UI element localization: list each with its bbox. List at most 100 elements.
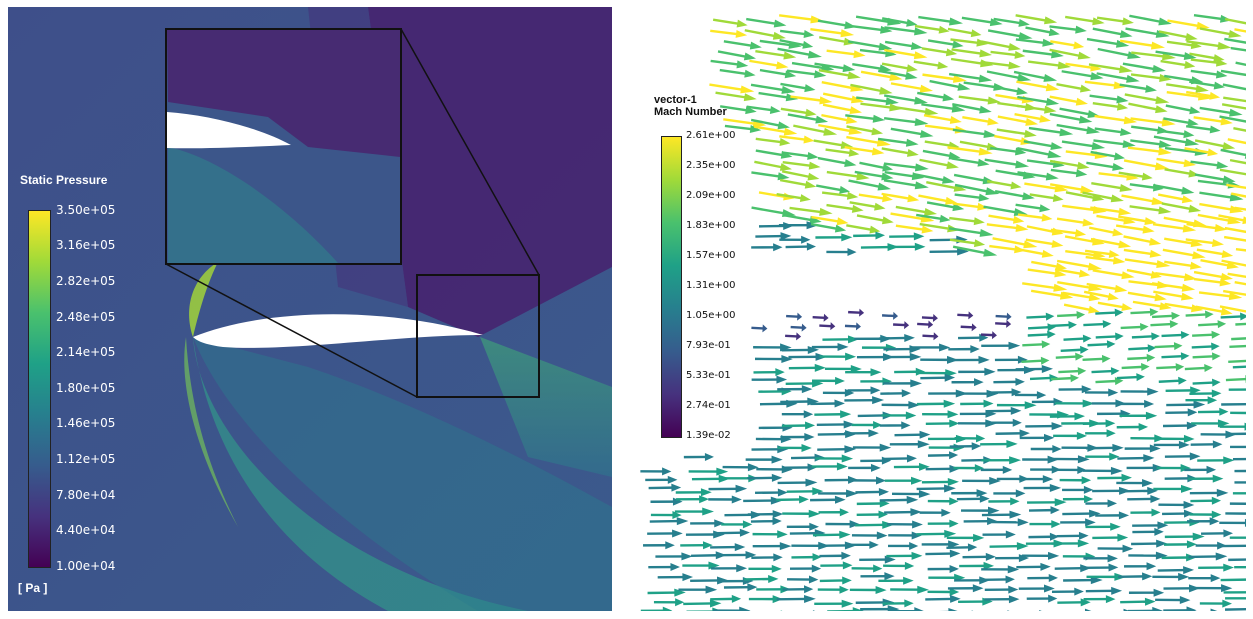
vector-arrow-head (1089, 509, 1101, 518)
vector-arrow-head (1183, 159, 1196, 168)
vector-arrow-shaft (1131, 51, 1165, 58)
vector-arrow-head (1040, 562, 1051, 571)
vector-arrow-shaft (1049, 48, 1081, 58)
vector-arrow-head (1075, 97, 1088, 106)
vector-arrow-shaft (922, 149, 952, 158)
vector-arrow-head (1211, 510, 1222, 519)
vector-arrow-head (1185, 32, 1198, 41)
vector-arrow-shaft (755, 149, 784, 157)
vector-arrow-head (662, 606, 673, 611)
vector-arrow-head (1080, 185, 1095, 194)
vector-arrow-head (1244, 152, 1246, 159)
vector-arrow-shaft (1017, 171, 1049, 179)
vector-arrow-head (803, 585, 814, 594)
vector-arrow-head (970, 345, 980, 354)
vector-arrow-shaft (916, 213, 943, 221)
vector-arrow-head (871, 147, 885, 156)
vector-arrow-head (1039, 114, 1051, 123)
vector-arrow-head (777, 530, 788, 539)
vector-arrow-head (944, 484, 956, 493)
vector-arrow-head (911, 476, 923, 485)
vector-arrow-head (901, 421, 911, 430)
vector-arrow-head (1111, 586, 1123, 595)
vector-arrow-head (1209, 517, 1220, 526)
vector-arrow-shaft (1095, 335, 1117, 339)
vector-arrow-head (1221, 250, 1234, 258)
vector-arrow-head (1015, 377, 1025, 386)
vector-arrow-shaft (1199, 191, 1233, 199)
vector-arrow-head (1087, 262, 1103, 271)
vector-arrow-head (776, 375, 788, 384)
vector-arrow-head (736, 564, 748, 573)
vector-arrow-head (836, 217, 849, 226)
vector-arrow-shaft (1163, 216, 1197, 225)
vector-arrow-shaft (860, 245, 890, 249)
vector-arrow-head (878, 510, 888, 519)
vector-arrow-shaft (811, 215, 840, 223)
vector-arrow-head (850, 95, 865, 104)
vector-arrow-head (1190, 261, 1202, 270)
vector-arrow-head (744, 69, 756, 78)
vector-arrow-head (1039, 204, 1051, 213)
vector-arrow-head (904, 334, 915, 343)
vector-arrow-shaft (1130, 117, 1165, 124)
vector-arrow-shaft (952, 245, 987, 255)
vector-arrow-shaft (1153, 135, 1189, 144)
vector-arrow-shaft (916, 532, 947, 536)
vector-arrow-head (1012, 215, 1025, 224)
vector-arrow-head (1110, 522, 1121, 531)
vector-arrow-shaft (1057, 313, 1079, 318)
vector-arrow-head (781, 355, 793, 364)
vector-arrow-head (1156, 539, 1167, 548)
vector-arrow-shaft (1061, 70, 1094, 78)
colorbar-tick-label: 7.93e-01 (686, 340, 731, 351)
vector-arrow-head (834, 495, 846, 504)
vector-arrow-shaft (779, 29, 806, 36)
vector-arrow-shaft (1223, 289, 1246, 296)
vector-arrow-shaft (1048, 323, 1071, 328)
vector-arrow-shaft (952, 202, 980, 209)
vector-arrow-head (1068, 321, 1077, 330)
vector-arrow-head (985, 187, 1000, 196)
vector-arrow-head (1054, 269, 1067, 278)
vector-arrow-head (1217, 41, 1232, 50)
colorbar-tick-label: 2.35e+00 (686, 160, 736, 171)
vector-arrow-head (910, 42, 923, 51)
vector-arrow-head (971, 323, 977, 332)
vector-arrow-shaft (913, 60, 940, 67)
vector-arrow-shaft (1219, 305, 1246, 313)
vector-arrow-head (1123, 116, 1138, 125)
vector-arrow-head (1053, 283, 1068, 292)
vector-arrow-shaft (1065, 150, 1098, 157)
vector-arrow-head (734, 543, 746, 552)
vector-arrow-head (1186, 421, 1198, 430)
vector-arrow-shaft (1027, 333, 1049, 337)
vector-arrow-shaft (779, 14, 814, 21)
vector-arrow-shaft (1234, 28, 1246, 33)
vector-arrow-shaft (826, 49, 857, 56)
vector-arrow-head (876, 138, 891, 147)
vector-arrow-head (1180, 331, 1190, 339)
vector-arrow-head (665, 541, 675, 550)
vector-arrow-shaft (1194, 139, 1226, 148)
vector-arrow-shaft (1192, 381, 1214, 385)
vector-arrow-shaft (1199, 106, 1233, 115)
vector-arrow-head (743, 52, 757, 61)
vector-arrow-head (848, 148, 860, 157)
vector-arrow-shaft (997, 115, 1029, 124)
vector-arrow-shaft (1164, 146, 1198, 154)
vector-arrow-shaft (895, 224, 925, 231)
vector-arrow-head (944, 529, 957, 538)
vector-arrow-head (1149, 237, 1162, 246)
vector-arrow-shaft (1049, 183, 1084, 191)
vector-arrow-head (672, 511, 682, 520)
vector-arrow-head (1152, 64, 1166, 73)
vector-arrow-head (1119, 65, 1133, 74)
zoom-inset (165, 28, 402, 265)
vector-arrow-head (978, 74, 993, 83)
vector-arrow-head (1195, 84, 1209, 93)
vector-arrow-head (949, 116, 962, 124)
vector-arrow-shaft (1130, 73, 1162, 80)
vector-arrow-head (1126, 74, 1140, 83)
vector-arrow-shaft (980, 40, 1012, 49)
